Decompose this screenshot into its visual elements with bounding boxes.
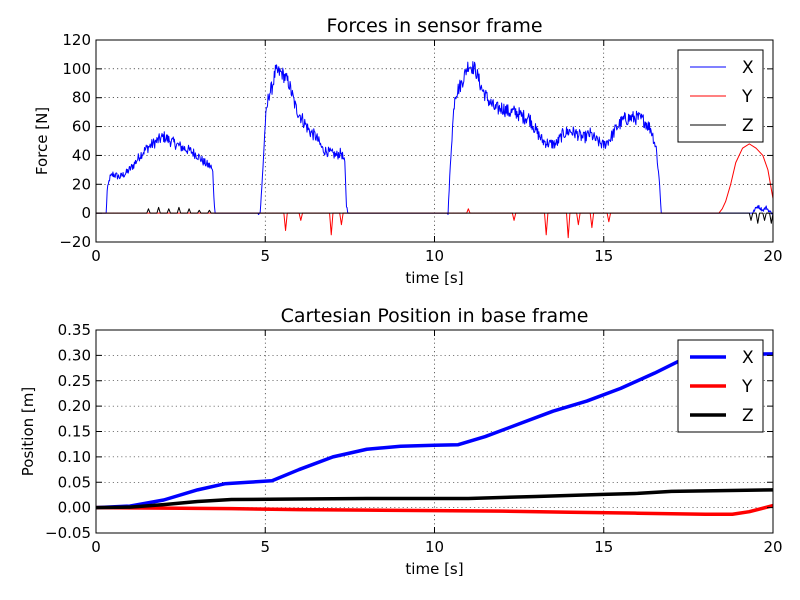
chart-title: Cartesian Position in base frame — [281, 305, 589, 327]
x-tick-label: 5 — [260, 247, 270, 265]
x-tick-label: 15 — [594, 247, 613, 265]
grid — [96, 40, 773, 242]
legend-label-x: X — [742, 58, 754, 78]
legend: XYZ — [677, 339, 764, 433]
x-tick-label: 10 — [425, 538, 444, 556]
x-tick-label: 20 — [763, 538, 782, 556]
y-axis-label: Position [m] — [19, 387, 37, 477]
y-tick-label: −20 — [59, 233, 91, 251]
y-tick-label: 80 — [72, 89, 91, 107]
y-axis-label: Force [N] — [33, 107, 51, 175]
y-tick-label: 0.10 — [58, 448, 91, 466]
x-axis-label: time [s] — [405, 269, 463, 287]
series-group — [96, 352, 773, 516]
series-group — [96, 61, 773, 239]
position-chart: 0 5 10 15 20 −0.05 0.00 0.05 0.10 0.15 0.20 0.25 0.3… — [19, 305, 783, 578]
x-tick-label: 10 — [425, 247, 444, 265]
series-line-z — [96, 488, 773, 510]
legend-label-z: Z — [742, 116, 754, 136]
x-tick-label: 20 — [763, 247, 782, 265]
y-tick-label: 0 — [81, 204, 91, 222]
legend-label-y: Y — [741, 377, 753, 397]
chart-title: Forces in sensor frame — [326, 15, 542, 37]
ticks: 0 5 10 15 20 −0.05 0.00 0.05 0.10 0.15 0.20 0.25 0.3… — [45, 321, 783, 556]
y-tick-label: 0.35 — [58, 321, 91, 339]
y-tick-label: 0.15 — [58, 423, 91, 441]
y-tick-label: 100 — [62, 60, 91, 78]
x-tick-label: 15 — [594, 538, 613, 556]
legend-label-y: Y — [741, 87, 753, 107]
legend: XYZ — [677, 49, 764, 143]
y-tick-label: 0.00 — [58, 499, 91, 517]
y-tick-label: 40 — [72, 146, 91, 164]
series-line-z — [96, 206, 773, 224]
y-tick-label: 20 — [72, 175, 91, 193]
x-tick-label: 5 — [260, 538, 270, 556]
series-line-y — [96, 503, 773, 516]
y-tick-label: 0.20 — [58, 397, 91, 415]
y-tick-label: 0.05 — [58, 473, 91, 491]
legend-label-z: Z — [742, 406, 754, 426]
x-axis-label: time [s] — [405, 560, 463, 578]
y-tick-label: 120 — [62, 31, 91, 49]
y-tick-label: 0.30 — [58, 346, 91, 364]
series-line-x — [96, 352, 773, 510]
y-tick-label: 0.25 — [58, 372, 91, 390]
y-tick-label: 60 — [72, 118, 91, 136]
x-tick-label: 0 — [91, 538, 101, 556]
x-tick-label: 0 — [91, 247, 101, 265]
y-tick-label: −0.05 — [45, 524, 91, 542]
legend-label-x: X — [742, 348, 754, 368]
